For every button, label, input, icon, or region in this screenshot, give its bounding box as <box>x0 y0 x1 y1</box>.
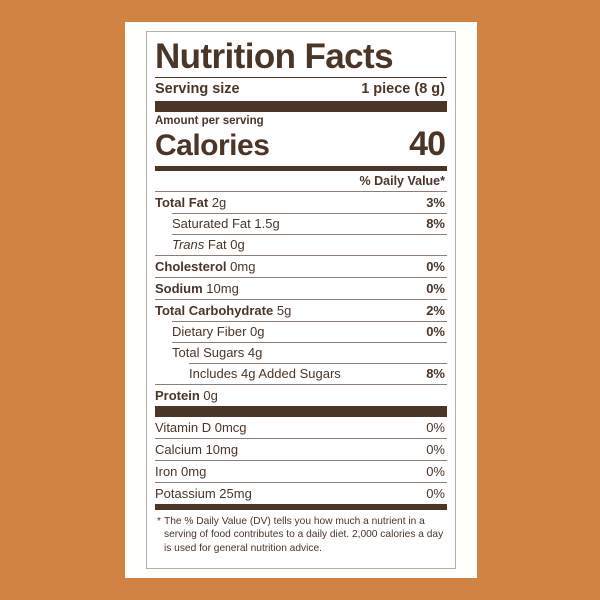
vitamin-name: Potassium 25mg <box>155 485 252 501</box>
serving-size-row: Serving size 1 piece (8 g) <box>155 78 447 101</box>
calories-row: Calories 40 <box>155 125 447 166</box>
calories-value: 40 <box>409 125 446 163</box>
vitamin-name: Calcium 10mg <box>155 441 239 457</box>
nutrient-dv: 0% <box>426 280 445 296</box>
nutrient-name: Saturated Fat 1.5g <box>172 215 280 231</box>
vitamin-name: Vitamin D 0mcg <box>155 419 247 435</box>
table-row: Includes 4g Added Sugars 8% <box>155 362 447 384</box>
nutrient-name: Total Fat 2g <box>155 194 227 210</box>
nutrient-name: Protein 0g <box>155 387 218 403</box>
nutrient-name: Sodium 10mg <box>155 280 239 296</box>
footnote-text: The % Daily Value (DV) tells you how muc… <box>163 515 444 555</box>
table-row: Total Carbohydrate 5g 2% <box>155 298 447 321</box>
table-row: Total Fat 2g 3% <box>155 190 447 213</box>
daily-value-footnote: * The % Daily Value (DV) tells you how m… <box>155 510 447 556</box>
nutrient-dv: 8% <box>426 215 445 231</box>
table-row: Vitamin D 0mcg 0% <box>155 417 447 438</box>
serving-size-label: Serving size <box>155 81 240 97</box>
page-title: Nutrition Facts <box>155 37 394 76</box>
calories-label: Calories <box>155 129 270 162</box>
amount-per-serving-label: Amount per serving <box>155 115 264 127</box>
table-row: Calcium 10mg 0% <box>155 437 447 460</box>
table-row: Iron 0mg 0% <box>155 459 447 482</box>
vitamin-dv: 0% <box>426 463 445 479</box>
table-row: Sodium 10mg 0% <box>155 276 447 299</box>
table-row: Saturated Fat 1.5g 8% <box>155 212 447 234</box>
nutrition-facts-label: Nutrition Facts Serving size 1 piece (8 … <box>146 31 456 569</box>
vitamin-dv: 0% <box>426 441 445 457</box>
footnote-asterisk: * <box>157 515 161 527</box>
nutrient-dv: 0% <box>426 323 445 339</box>
nutrient-name: Includes 4g Added Sugars <box>189 365 341 381</box>
nutrient-name: Cholesterol 0mg <box>155 258 256 274</box>
serving-size-value: 1 piece (8 g) <box>361 81 445 97</box>
vitamin-dv: 0% <box>426 419 445 435</box>
nutrient-name: Total Carbohydrate 5g <box>155 302 292 318</box>
nutrient-dv: 0% <box>426 258 445 274</box>
calories-separator-bar <box>155 165 447 171</box>
nutrient-name: Dietary Fiber 0g <box>172 323 265 339</box>
nutrient-dv: 2% <box>426 302 445 318</box>
table-row: Protein 0g <box>155 383 447 406</box>
nutrient-name: Trans Fat 0g <box>172 236 245 252</box>
footnote-separator-bar <box>155 503 447 510</box>
title-divider <box>155 77 447 78</box>
protein-separator-bar <box>155 405 447 417</box>
daily-value-header: % Daily Value* <box>359 173 445 188</box>
nutrient-dv: 3% <box>426 194 445 210</box>
table-row: Cholesterol 0mg 0% <box>155 254 447 277</box>
vitamin-name: Iron 0mg <box>155 463 207 479</box>
nutrient-name: Total Sugars 4g <box>172 344 263 360</box>
table-row: Dietary Fiber 0g 0% <box>155 320 447 342</box>
vitamin-dv: 0% <box>426 485 445 501</box>
serving-separator-bar <box>155 101 447 112</box>
table-row: Trans Fat 0g <box>155 233 447 255</box>
table-row: Potassium 25mg 0% <box>155 481 447 504</box>
nutrient-dv: 8% <box>426 365 445 381</box>
table-row: Total Sugars 4g <box>155 341 447 363</box>
